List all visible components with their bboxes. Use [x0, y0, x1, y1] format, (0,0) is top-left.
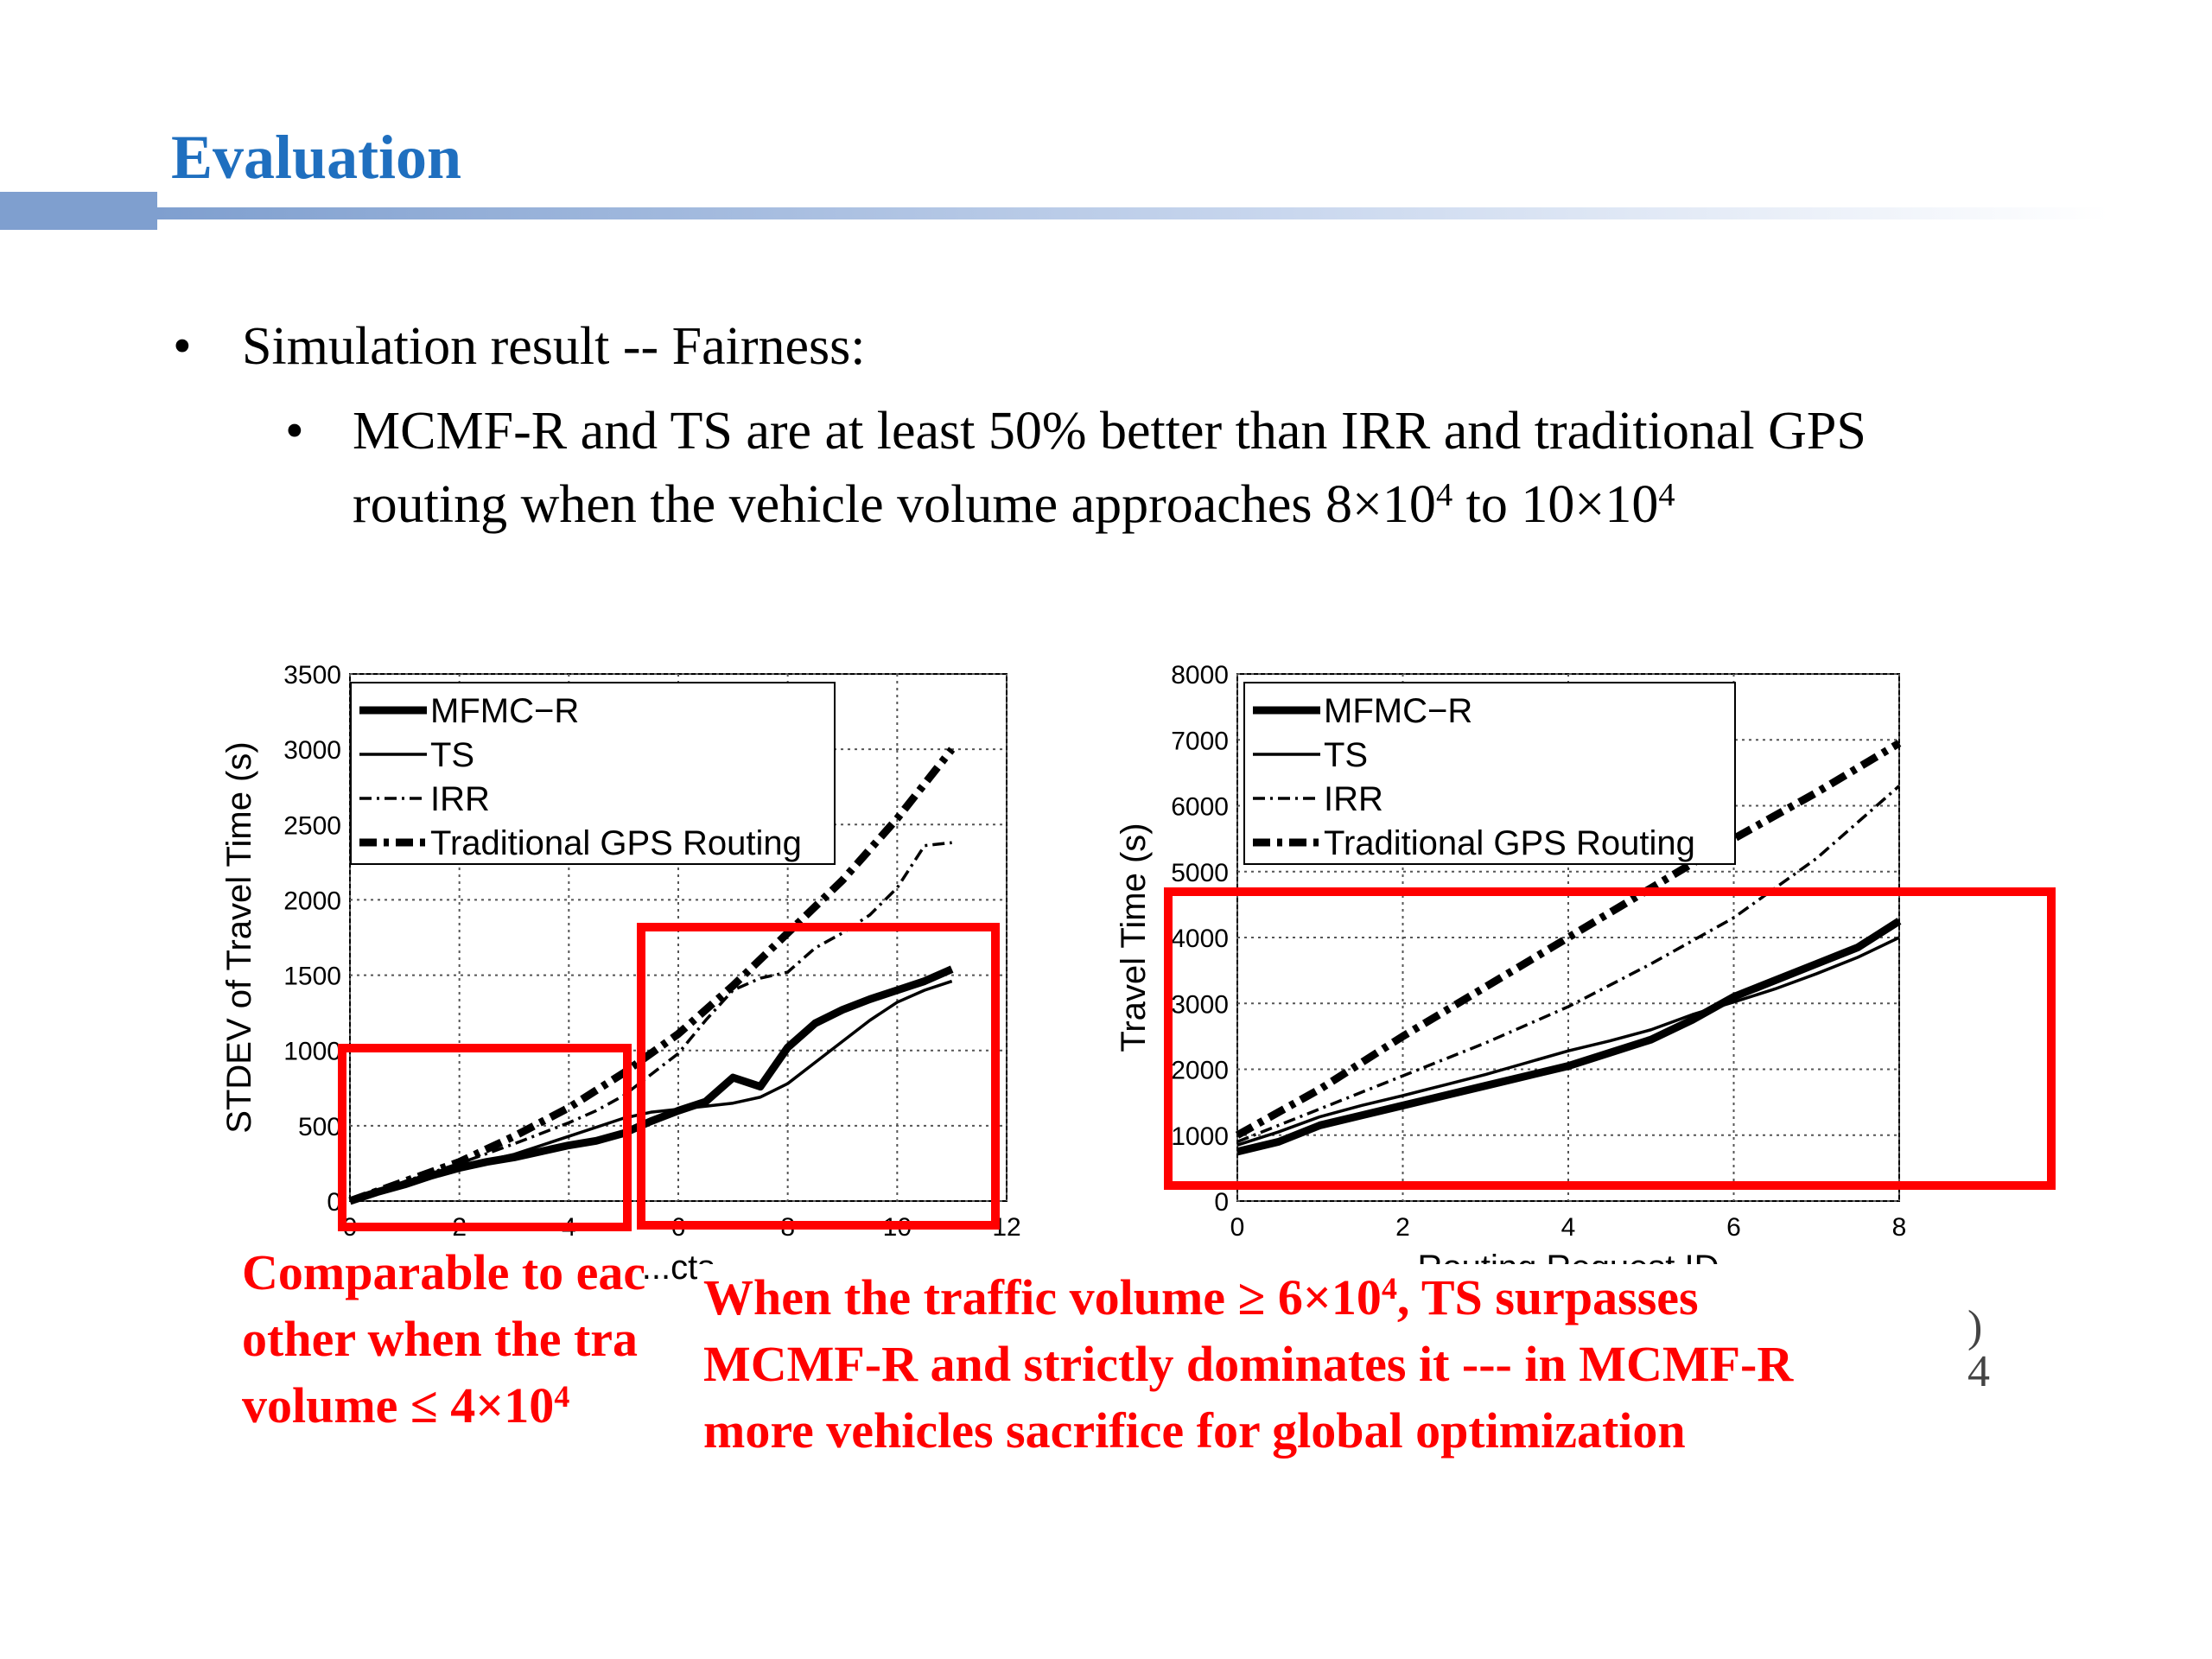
legend-box	[1243, 682, 1736, 865]
annotation-left-line2: other when the tra	[242, 1311, 639, 1367]
legend-label-1: TS	[1324, 736, 1368, 774]
y-tick-label-7: 7000	[1171, 727, 1229, 755]
chart-right: 0 1000 2000 3000 4000 5000 6000 7000 8000 0 2 4 6 8 Tr…	[1115, 661, 1906, 1287]
title-bar-block	[0, 192, 157, 230]
y-tick-label-3: 1500	[283, 963, 341, 991]
annotation-right-line1-prefix: When the traffic volume ≥ 6×10	[703, 1269, 1382, 1325]
annotation-left: Comparable to eac other when the tra vol…	[242, 1239, 645, 1439]
highlight-box-left-low	[338, 1044, 632, 1231]
series-line-2	[1236, 785, 1901, 1144]
page-number-partial: )	[1967, 1302, 1983, 1351]
series-line-3	[348, 747, 956, 1205]
y-tick-label-7: 3500	[283, 661, 341, 690]
x-tick-label-1: 2	[1395, 1213, 1410, 1242]
x-tick-label-3: 6	[1726, 1213, 1741, 1242]
bullet-dot-2: •	[285, 402, 304, 461]
legend-label-1: TS	[430, 736, 474, 774]
x-tick-label-4: 8	[1892, 1213, 1907, 1242]
highlight-box-left-high	[637, 923, 1000, 1230]
legend-box	[350, 682, 836, 865]
page-number: ) 4	[1967, 1305, 1990, 1395]
title-underline-bar	[0, 192, 2212, 230]
y-tick-label-4: 4000	[1171, 925, 1229, 953]
highlight-box-right	[1164, 887, 2056, 1190]
y-axis-label: STDEV of Travel Time (s)	[220, 741, 258, 1133]
page-number-digit: 4	[1967, 1347, 1990, 1396]
legend-label-2: IRR	[430, 780, 490, 818]
y-tick-label-6: 3000	[283, 736, 341, 765]
annotation-right-line2: MCMF-R and strictly dominates it --- in …	[703, 1336, 1794, 1392]
annotation-right: When the traffic volume ≥ 6×104, TS surp…	[698, 1264, 1799, 1464]
annotation-left-line1: Comparable to eac	[242, 1244, 646, 1300]
y-tick-label-8: 8000	[1171, 661, 1229, 690]
series-line-2	[349, 841, 952, 1203]
slide-title: Evaluation	[171, 123, 462, 192]
y-tick-label-5: 2500	[283, 811, 341, 840]
annotation-right-line1-suffix: , TS surpasses	[1396, 1269, 1699, 1325]
legend-label-2: IRR	[1324, 780, 1383, 818]
y-tick-label-0: 0	[327, 1188, 341, 1217]
series-line-0	[1236, 918, 1902, 1156]
y-tick-label-1: 1000	[1171, 1122, 1229, 1151]
y-tick-label-3: 3000	[1171, 990, 1229, 1019]
y-tick-label-2: 1000	[283, 1038, 341, 1066]
bullet-level2-exp: 4	[1435, 476, 1453, 513]
bullet-level2-line1: MCMF-R and TS are at least 50% better th…	[353, 402, 1866, 461]
y-tick-label-5: 5000	[1171, 859, 1229, 887]
bullet-level2-exp2: 4	[1658, 476, 1675, 513]
annotation-right-exp: 4	[1381, 1271, 1397, 1306]
annotation-left-line3: volume ≤ 4×104	[242, 1372, 645, 1439]
annotation-right-line1: When the traffic volume ≥ 6×104, TS surp…	[703, 1264, 1793, 1331]
annotation-left-line3-prefix: volume ≤ 4×10	[242, 1377, 555, 1433]
x-tick-label-0: 0	[1230, 1213, 1245, 1242]
bullet-dot-1: •	[173, 317, 192, 376]
bullet-level2-line2-prefix: routing when the vehicle volume approach…	[353, 475, 1436, 534]
bullet-level1: Simulation result -- Fairness:	[242, 317, 866, 376]
title-bar-gradient	[157, 207, 2212, 219]
legend-label-0: MFMC−R	[430, 692, 579, 730]
y-tick-label-4: 2000	[283, 887, 341, 915]
legend-label-3: Traditional GPS Routing	[1324, 824, 1695, 862]
y-axis-label: Travel Time (s)	[1115, 823, 1153, 1052]
series-line-1	[349, 979, 953, 1203]
legend-label-3: Traditional GPS Routing	[430, 824, 802, 862]
legend-label-0: MFMC−R	[1324, 692, 1472, 730]
bullet-level2-line2: routing when the vehicle volume approach…	[353, 478, 1675, 531]
annotation-left-exp: 4	[554, 1379, 570, 1414]
x-tick-label-2: 4	[1561, 1213, 1576, 1242]
y-tick-label-1: 500	[298, 1113, 341, 1141]
bullet-level2-mid: to 10×10	[1452, 475, 1659, 534]
series-line-1	[1236, 936, 1900, 1147]
series-line-3	[1235, 740, 1902, 1139]
y-tick-label-2: 2000	[1171, 1057, 1229, 1085]
annotation-right-line3: more vehicles sacrifice for global optim…	[703, 1402, 1686, 1459]
highlight-boxes	[338, 887, 2056, 1231]
y-tick-label-6: 6000	[1171, 793, 1229, 822]
y-tick-label-0: 0	[1214, 1188, 1229, 1217]
